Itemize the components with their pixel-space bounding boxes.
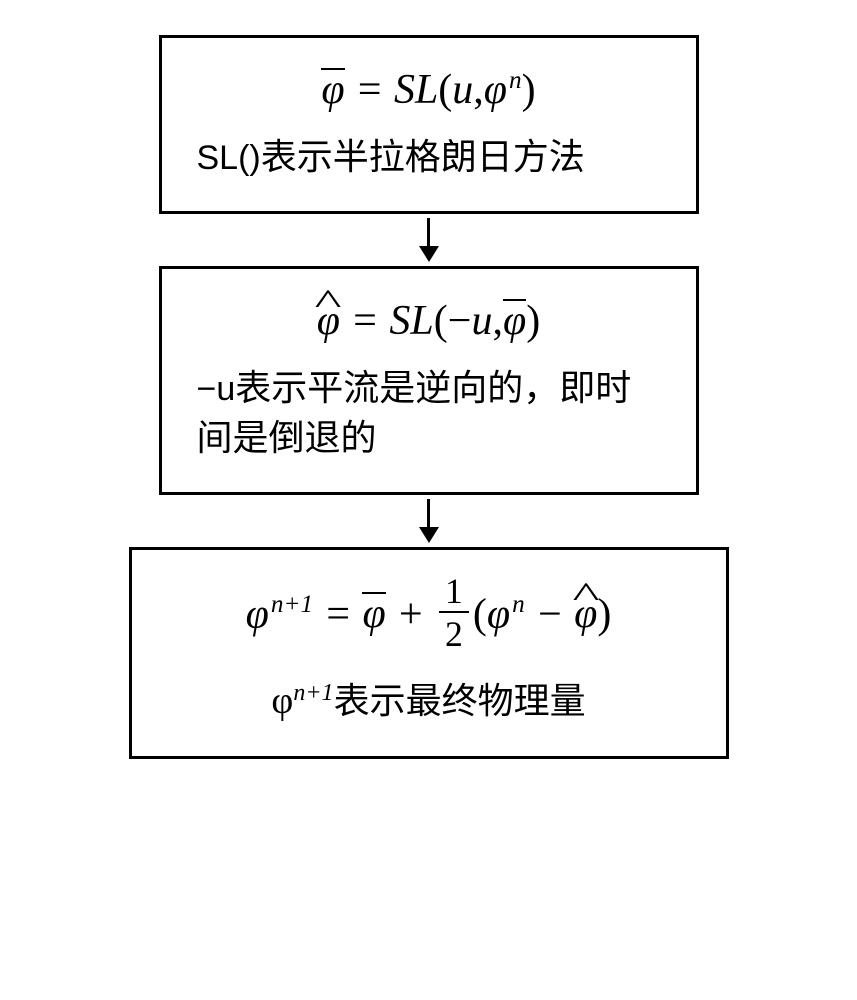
desc-sup-3: n+1	[293, 680, 333, 706]
paren-open: (	[473, 591, 487, 637]
desc-phi-3: φ	[271, 680, 293, 722]
func-name: SL	[389, 298, 433, 344]
equation-container-1: φ = SL(u,φn)	[197, 66, 661, 114]
equation-1: φ = SL(u,φn)	[321, 66, 535, 114]
phi-hat: φ	[317, 297, 340, 345]
phi-bar: φ	[321, 66, 344, 114]
arg-u: u	[452, 67, 473, 113]
sup-n1: n+1	[271, 591, 313, 618]
arg-u: u	[471, 298, 492, 344]
arg-phi: φ	[484, 67, 507, 113]
description-3: φn+1表示最终物理量	[167, 675, 691, 728]
frac-den: 2	[439, 613, 469, 653]
fraction-half: 12	[439, 574, 469, 653]
arrow-head-1	[419, 246, 439, 262]
frac-num: 1	[439, 574, 469, 614]
arrow-line-1	[427, 218, 430, 246]
desc-prefix-2: −u	[197, 370, 236, 408]
plus-sign: +	[386, 591, 435, 637]
arrow-head-2	[419, 527, 439, 543]
flow-box-2: φ = SL(−u,φ) −u表示平流是逆向的，即时间是倒退的	[159, 266, 699, 495]
equation-2: φ = SL(−u,φ)	[317, 297, 540, 345]
minus-sign: −	[525, 591, 574, 637]
t1-phi-bar: φ	[362, 590, 385, 638]
sup-n: n	[512, 591, 525, 618]
t3-phi-hat: φ	[574, 590, 597, 638]
description-2: −u表示平流是逆向的，即时间是倒退的	[197, 363, 661, 464]
desc-text-3: 表示最终物理量	[334, 681, 586, 721]
desc-prefix-1: SL()	[197, 139, 261, 177]
paren-open: (	[434, 298, 448, 344]
eq-sign: =	[345, 67, 394, 113]
desc-text-2: 表示平流是逆向的，即时间是倒退的	[197, 368, 632, 459]
lhs-phi: φ	[246, 591, 269, 637]
arrow-line-2	[427, 499, 430, 527]
t2-phi: φ	[487, 591, 510, 637]
eq-sign: =	[340, 298, 389, 344]
comma: ,	[492, 298, 503, 344]
paren-close: )	[522, 67, 536, 113]
sup-n: n	[509, 67, 522, 94]
comma: ,	[473, 67, 484, 113]
description-1: SL()表示半拉格朗日方法	[197, 132, 661, 183]
flow-box-3: φn+1 = φ + 12(φn − φ) φn+1表示最终物理量	[129, 547, 729, 760]
equation-3: φn+1 = φ + 12(φn − φ)	[246, 578, 612, 657]
func-name: SL	[394, 67, 438, 113]
desc-text-1: 表示半拉格朗日方法	[261, 137, 585, 177]
arg-phi-bar: φ	[503, 297, 526, 345]
arrow-1	[419, 218, 439, 262]
eq-sign: =	[313, 591, 362, 637]
flow-box-1: φ = SL(u,φn) SL()表示半拉格朗日方法	[159, 35, 699, 214]
paren-close: )	[526, 298, 540, 344]
paren-open: (	[438, 67, 452, 113]
equation-container-2: φ = SL(−u,φ)	[197, 297, 661, 345]
equation-container-3: φn+1 = φ + 12(φn − φ)	[167, 578, 691, 657]
neg-sign: −	[448, 298, 472, 344]
arrow-2	[419, 499, 439, 543]
